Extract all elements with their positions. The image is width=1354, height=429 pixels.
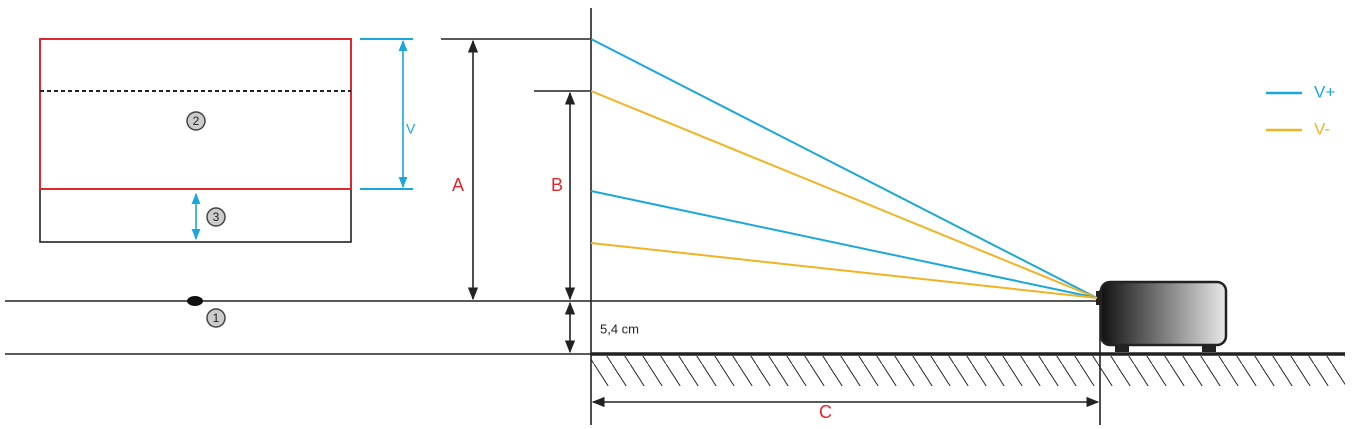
projector-foot: [1202, 346, 1216, 352]
marker-circle: [206, 207, 226, 227]
offset-label: 5,4 cm: [600, 321, 639, 336]
b-label: B: [551, 175, 563, 195]
legend: V+ V-: [1266, 82, 1335, 138]
floor-hatch: [591, 356, 1345, 386]
marker-circle: [186, 111, 206, 131]
legend-label: V-: [1314, 119, 1330, 138]
marker-circle: [206, 308, 226, 328]
projection-lines: [590, 38, 1098, 299]
viewer: [187, 296, 203, 306]
v-label: V: [406, 121, 416, 137]
marker-number: 3: [213, 210, 220, 224]
marker-number: 2: [193, 114, 200, 128]
legend-label: V+: [1314, 82, 1335, 101]
image-area: [39, 38, 352, 190]
a-label: A: [452, 175, 464, 195]
marker-number: 1: [213, 311, 220, 325]
projection-line: [590, 90, 1098, 299]
c-label: C: [819, 402, 832, 422]
projection-line: [590, 38, 1098, 299]
projection-line: [590, 190, 1098, 299]
projection-line: [590, 242, 1098, 299]
markers: 1 2 3: [186, 111, 226, 328]
projector: [1099, 280, 1228, 347]
projector-foot: [1115, 346, 1129, 352]
